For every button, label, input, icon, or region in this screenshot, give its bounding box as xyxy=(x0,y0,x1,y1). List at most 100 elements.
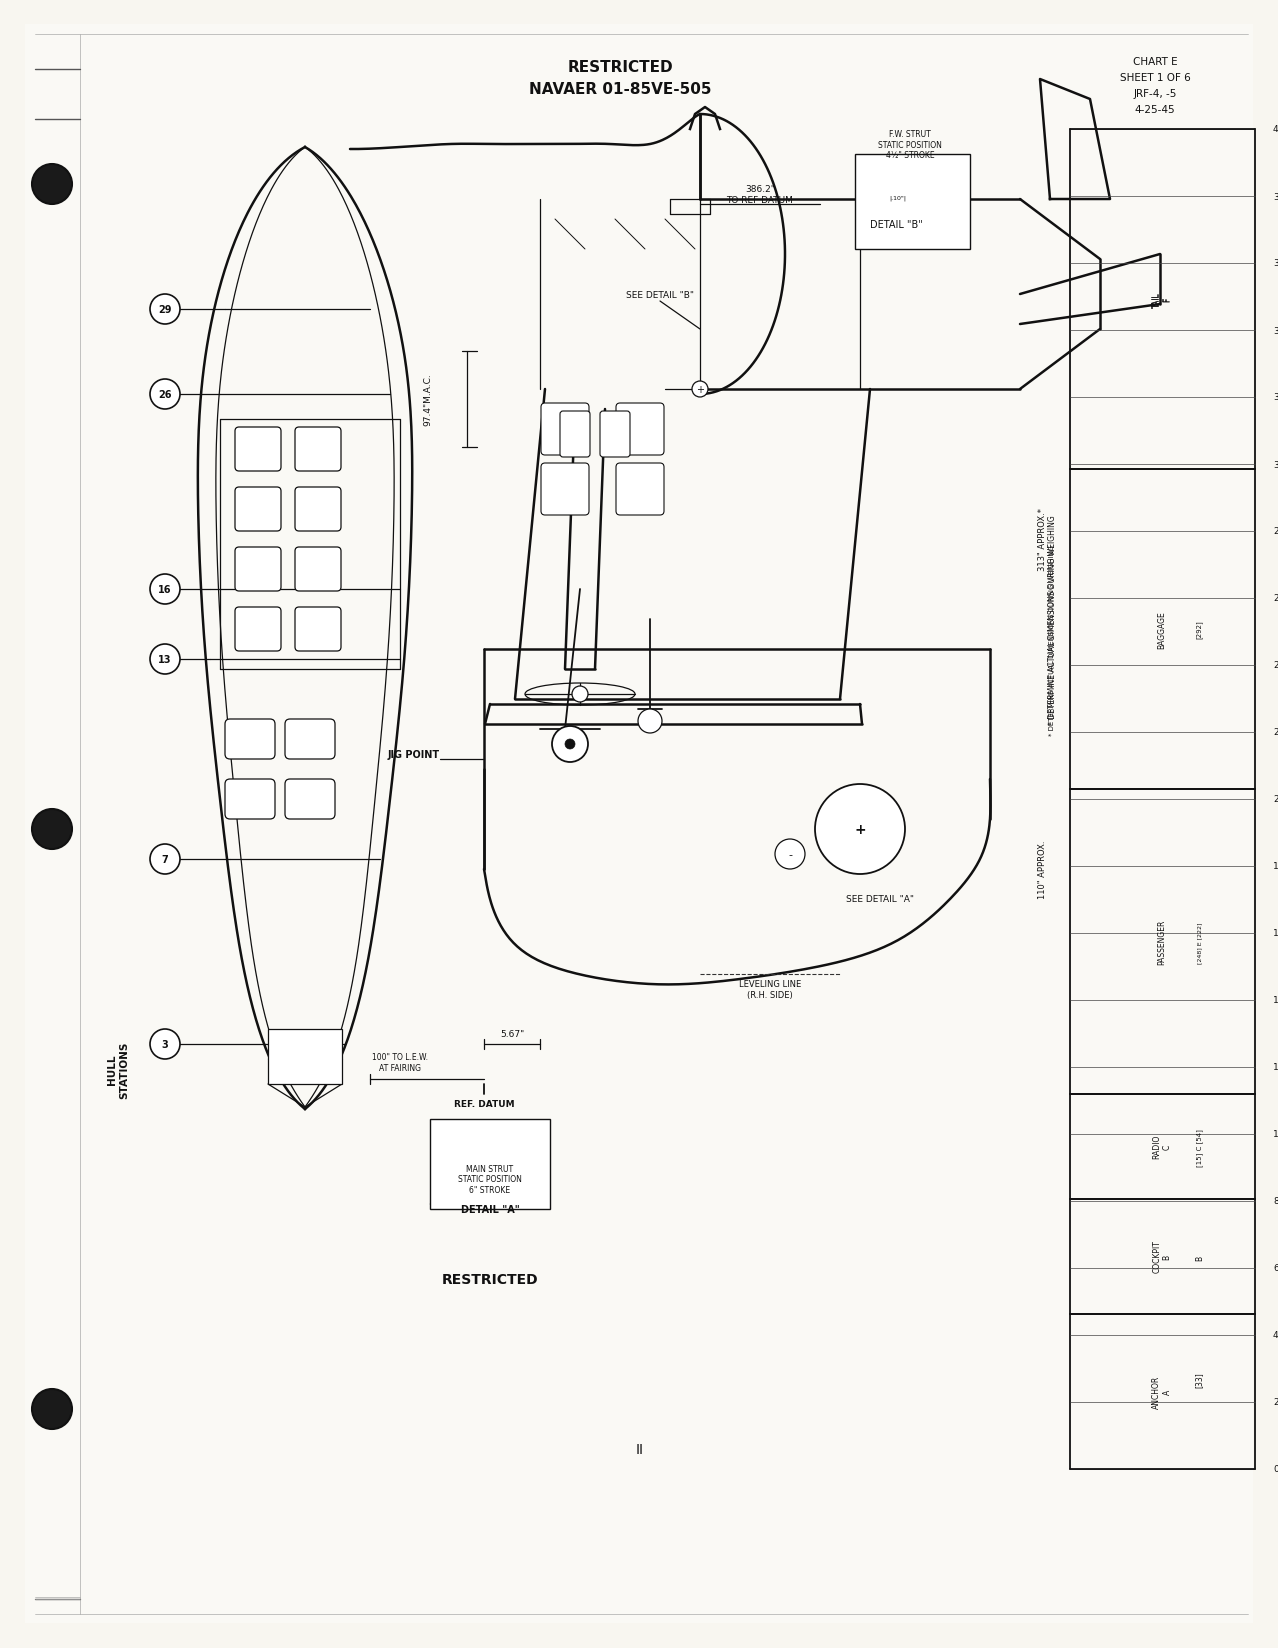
Text: 7: 7 xyxy=(161,854,169,865)
Text: 26: 26 xyxy=(158,391,171,400)
Text: 140: 140 xyxy=(1273,995,1278,1005)
Circle shape xyxy=(150,575,180,605)
Text: * DETERMINE ACTUAL DIMENSIONS DURING WEIGHING: * DETERMINE ACTUAL DIMENSIONS DURING WEI… xyxy=(1048,514,1057,725)
Text: SHEET 1 OF 6: SHEET 1 OF 6 xyxy=(1120,73,1190,82)
Text: [248] E [222]: [248] E [222] xyxy=(1197,921,1203,962)
FancyBboxPatch shape xyxy=(560,412,590,458)
Circle shape xyxy=(150,1030,180,1060)
Text: TAIL
F: TAIL F xyxy=(1153,292,1172,308)
FancyBboxPatch shape xyxy=(541,404,589,456)
Circle shape xyxy=(815,784,905,875)
Text: BAGGAGE: BAGGAGE xyxy=(1158,611,1167,648)
Text: 16: 16 xyxy=(158,585,171,595)
FancyBboxPatch shape xyxy=(429,1119,550,1210)
Text: 97.4"M.A.C.: 97.4"M.A.C. xyxy=(423,374,432,427)
Text: +: + xyxy=(854,822,865,837)
Text: 180: 180 xyxy=(1273,862,1278,872)
FancyBboxPatch shape xyxy=(235,547,281,592)
Circle shape xyxy=(638,710,662,733)
FancyBboxPatch shape xyxy=(268,1030,343,1084)
Text: 386.2"
TO REF DATUM: 386.2" TO REF DATUM xyxy=(727,185,794,204)
Text: 60: 60 xyxy=(1273,1264,1278,1272)
Text: 160: 160 xyxy=(1273,929,1278,938)
FancyBboxPatch shape xyxy=(616,404,665,456)
Text: 29: 29 xyxy=(158,305,171,315)
Circle shape xyxy=(150,379,180,410)
Text: 313" APPROX.*: 313" APPROX.* xyxy=(1038,508,1047,572)
Text: [292]: [292] xyxy=(1196,620,1203,639)
FancyBboxPatch shape xyxy=(541,463,589,516)
Text: CHART E: CHART E xyxy=(1132,58,1177,68)
Text: LEVELING LINE
(R.H. SIDE): LEVELING LINE (R.H. SIDE) xyxy=(739,979,801,999)
Text: 80: 80 xyxy=(1273,1196,1278,1206)
FancyBboxPatch shape xyxy=(295,428,341,471)
Circle shape xyxy=(565,740,575,750)
Circle shape xyxy=(32,1389,72,1429)
Text: 400: 400 xyxy=(1273,125,1278,135)
Text: MAIN STRUT
STATIC POSITION
6" STROKE: MAIN STRUT STATIC POSITION 6" STROKE xyxy=(458,1165,521,1195)
Text: JRF-4, -5: JRF-4, -5 xyxy=(1134,89,1177,99)
Text: NAVAER 01-85VE-505: NAVAER 01-85VE-505 xyxy=(529,82,712,97)
Circle shape xyxy=(774,839,805,870)
Text: +: + xyxy=(697,384,704,396)
Circle shape xyxy=(691,382,708,397)
Text: 220: 220 xyxy=(1273,728,1278,737)
Text: SEE DETAIL "B": SEE DETAIL "B" xyxy=(626,290,694,300)
Text: -: - xyxy=(789,849,792,860)
Text: 260: 260 xyxy=(1273,595,1278,603)
Text: 0: 0 xyxy=(1273,1465,1278,1473)
Text: JIG POINT: JIG POINT xyxy=(389,750,440,760)
Text: 110" APPROX.: 110" APPROX. xyxy=(1038,840,1047,898)
Text: 5.67": 5.67" xyxy=(500,1030,524,1038)
Text: 380: 380 xyxy=(1273,193,1278,201)
Circle shape xyxy=(150,844,180,875)
Text: 300: 300 xyxy=(1273,460,1278,470)
Text: ANCHOR
A: ANCHOR A xyxy=(1153,1374,1172,1407)
FancyBboxPatch shape xyxy=(235,608,281,651)
Text: PASSENGER: PASSENGER xyxy=(1158,918,1167,964)
Text: RESTRICTED: RESTRICTED xyxy=(442,1272,538,1285)
Text: 360: 360 xyxy=(1273,259,1278,269)
Text: 200: 200 xyxy=(1273,794,1278,804)
Text: [33]: [33] xyxy=(1195,1371,1204,1388)
FancyBboxPatch shape xyxy=(295,547,341,592)
Text: 4-25-45: 4-25-45 xyxy=(1135,105,1176,115)
FancyBboxPatch shape xyxy=(295,488,341,532)
Text: REF. DATUM: REF. DATUM xyxy=(454,1099,514,1109)
Text: F.W. STRUT
STATIC POSITION
4½" STROKE: F.W. STRUT STATIC POSITION 4½" STROKE xyxy=(878,130,942,160)
Text: 120: 120 xyxy=(1273,1063,1278,1071)
Text: RADIO
C: RADIO C xyxy=(1153,1134,1172,1159)
Circle shape xyxy=(150,295,180,325)
Text: II: II xyxy=(636,1442,644,1457)
Circle shape xyxy=(32,809,72,849)
Circle shape xyxy=(573,687,588,702)
FancyBboxPatch shape xyxy=(616,463,665,516)
FancyBboxPatch shape xyxy=(235,428,281,471)
Text: 20: 20 xyxy=(1273,1398,1278,1407)
Text: 240: 240 xyxy=(1273,661,1278,671)
Circle shape xyxy=(150,644,180,674)
Text: DETAIL "B": DETAIL "B" xyxy=(870,219,923,229)
Text: COCKPIT
B: COCKPIT B xyxy=(1153,1239,1172,1272)
FancyBboxPatch shape xyxy=(285,720,335,760)
Circle shape xyxy=(32,165,72,204)
FancyBboxPatch shape xyxy=(855,155,970,250)
Text: TAIL
F: TAIL F xyxy=(1153,292,1172,308)
Text: |.10"|: |.10"| xyxy=(889,194,906,201)
FancyBboxPatch shape xyxy=(235,488,281,532)
FancyBboxPatch shape xyxy=(285,780,335,819)
Text: 340: 340 xyxy=(1273,326,1278,335)
FancyBboxPatch shape xyxy=(225,720,275,760)
FancyBboxPatch shape xyxy=(225,780,275,819)
Text: 100: 100 xyxy=(1273,1131,1278,1139)
Text: 320: 320 xyxy=(1273,394,1278,402)
Text: B: B xyxy=(1195,1254,1204,1259)
FancyBboxPatch shape xyxy=(599,412,630,458)
Text: HULL
STATIONS: HULL STATIONS xyxy=(107,1040,129,1098)
Text: 40: 40 xyxy=(1273,1330,1278,1340)
Text: * DETERMINE ACTUAL DIMENSIONS DURING WEIGHING: * DETERMINE ACTUAL DIMENSIONS DURING WEI… xyxy=(1049,544,1056,735)
Text: SEE DETAIL "A": SEE DETAIL "A" xyxy=(846,895,914,905)
Text: 280: 280 xyxy=(1273,527,1278,536)
Circle shape xyxy=(552,727,588,763)
Text: DETAIL "A": DETAIL "A" xyxy=(460,1205,519,1215)
